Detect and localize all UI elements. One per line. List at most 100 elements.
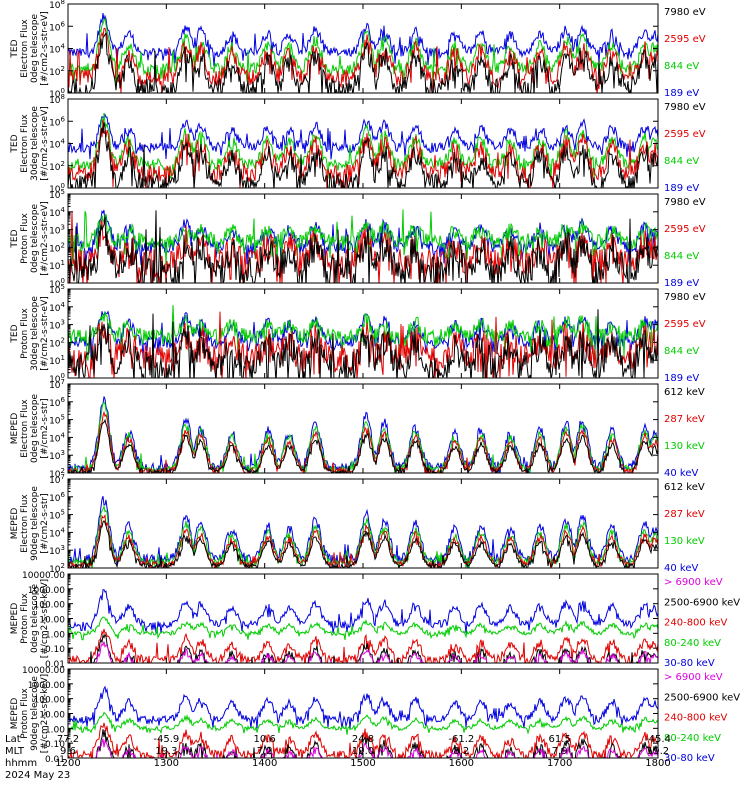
series-6-4: [68, 496, 658, 568]
legend-entry: 287 keV: [664, 414, 705, 425]
legend-entry: 80-240 keV: [664, 733, 721, 744]
legend-entry: 240-800 keV: [664, 618, 728, 629]
ytick-label: 102: [49, 241, 65, 254]
series-8-2: [96, 729, 658, 758]
xtick-label-hhmm: 1300: [154, 758, 179, 769]
legend-entry: 30-80 keV: [664, 753, 715, 764]
legend-entry: 2595 eV: [664, 319, 706, 330]
legend-entry: 844 eV: [664, 346, 699, 357]
panel-7: 10000.00 1000.00 100.00 10.00 1.00 0.10 0.01 ME…: [10, 571, 740, 670]
series-1-3: [68, 17, 658, 87]
ytick-label: 106: [49, 20, 65, 33]
ytick-label: 103: [49, 224, 65, 237]
ytick-label: 10000.00: [22, 571, 65, 581]
ytick-label: 106: [49, 115, 65, 128]
series-5-2: [68, 410, 658, 473]
date-label: 2024 May 23: [5, 770, 70, 781]
panel-8: 10000.00 1000.00 100.00 10.00 1.00 0.10 0.01 ME…: [10, 666, 740, 765]
ytick-label: 0.01: [45, 755, 65, 765]
panel-ylabel: MEPEDElectron Flux90deg telescope[#/cm2-…: [10, 486, 50, 561]
xtick-label-mlt: 19.2: [647, 746, 669, 757]
xtick-label-hhmm: 1600: [449, 758, 474, 769]
ytick-label: 100: [49, 182, 65, 195]
series-7-5: [68, 589, 658, 635]
legend-entry: 130 keV: [664, 441, 705, 452]
ytick-label: 104: [49, 206, 65, 219]
time-row-label-hhmm: hhmm: [5, 758, 37, 769]
ytick-label: 106: [49, 491, 65, 504]
series-7-4: [68, 616, 658, 641]
ytick-label: 105: [49, 188, 65, 201]
ytick-label: 104: [49, 301, 65, 314]
ytick-label: 100.00: [34, 601, 66, 611]
ytick-label: 107: [49, 473, 65, 486]
series-8-4: [68, 711, 658, 735]
ytick-label: 108: [49, 93, 65, 106]
legend-entry: 287 keV: [664, 509, 705, 520]
series-7-1: [94, 641, 658, 663]
panel-ylabel: TEDProton Flux0deg telescope[#/cm2-s-str…: [10, 201, 50, 276]
ytick-label: 100.00: [34, 696, 66, 706]
ytick-label: 0.10: [45, 645, 65, 655]
panel-ylabel: TEDProton Flux30deg telescope[#/cm2-s-st…: [10, 296, 50, 371]
legend-entry: 189 eV: [664, 373, 699, 384]
legend-entry: 30-80 keV: [664, 658, 715, 669]
series-1-2: [68, 27, 658, 93]
ytick-label: 104: [49, 43, 65, 56]
xtick-label-lat: -45.4: [645, 734, 671, 745]
ytick-label: 0.01: [45, 660, 65, 670]
xtick-label-mlt: 19.0: [352, 746, 374, 757]
xtick-label-hhmm: 1500: [350, 758, 375, 769]
ytick-label: 105: [49, 283, 65, 296]
ytick-label: 102: [49, 562, 65, 575]
ytick-label: 105: [49, 509, 65, 522]
legend-entry: 612 keV: [664, 482, 705, 493]
ytick-label: 1.00: [45, 725, 65, 735]
ytick-label: 1000.00: [28, 681, 65, 691]
legend-entry: > 6900 keV: [664, 672, 723, 683]
xtick-label-mlt: 9.6: [60, 746, 76, 757]
legend-entry: 2595 eV: [664, 34, 706, 45]
panel-5: 107 106 105 104 103 102 MEPEDElectron Flux0deg…: [10, 378, 705, 480]
xtick-label-hhmm: 1200: [55, 758, 80, 769]
legend-entry: 2500-6900 keV: [664, 692, 740, 703]
ytick-label: 1000.00: [28, 586, 65, 596]
legend-entry: 7980 eV: [664, 292, 706, 303]
ytick-label: 108: [49, 0, 65, 11]
series-6-3: [68, 504, 658, 568]
panel-ylabel: MEPEDProton Flux0deg telescope[#/cm2-s-s…: [10, 579, 50, 658]
legend-entry: 612 keV: [664, 387, 705, 398]
ytick-label: 10.00: [39, 711, 65, 721]
ytick-label: 10000.00: [22, 666, 65, 676]
series-4-3: [68, 305, 658, 361]
ytick-label: 0.10: [45, 740, 65, 750]
legend-entry: 2595 eV: [664, 224, 706, 235]
ytick-label: 103: [49, 544, 65, 557]
legend-entry: 130 keV: [664, 536, 705, 547]
xtick-label-hhmm: 1700: [547, 758, 572, 769]
series-8-1: [95, 738, 658, 758]
panel-ylabel: TEDElectron Flux0deg telescope[#/cm2-s-s…: [10, 11, 50, 86]
xtick-label-lat: 77.2: [57, 734, 79, 745]
series-8-5: [68, 685, 658, 729]
legend-entry: 240-800 keV: [664, 713, 728, 724]
xtick-label-lat: -45.9: [153, 734, 179, 745]
xtick-label-lat: -61.2: [448, 734, 474, 745]
ytick-label: 106: [49, 396, 65, 409]
ytick-label: 103: [49, 319, 65, 332]
time-row-label-mlt: MLT: [5, 746, 25, 757]
ytick-label: 102: [49, 160, 65, 173]
xtick-label-hhmm: 1800: [645, 758, 670, 769]
ytick-label: 104: [49, 138, 65, 151]
ytick-label: 102: [49, 467, 65, 480]
panel-ylabel: MEPEDProton Flux90deg telescope[#/cm2-s-…: [10, 674, 50, 753]
ytick-label: 104: [49, 526, 65, 539]
series-3-1: [68, 210, 658, 283]
